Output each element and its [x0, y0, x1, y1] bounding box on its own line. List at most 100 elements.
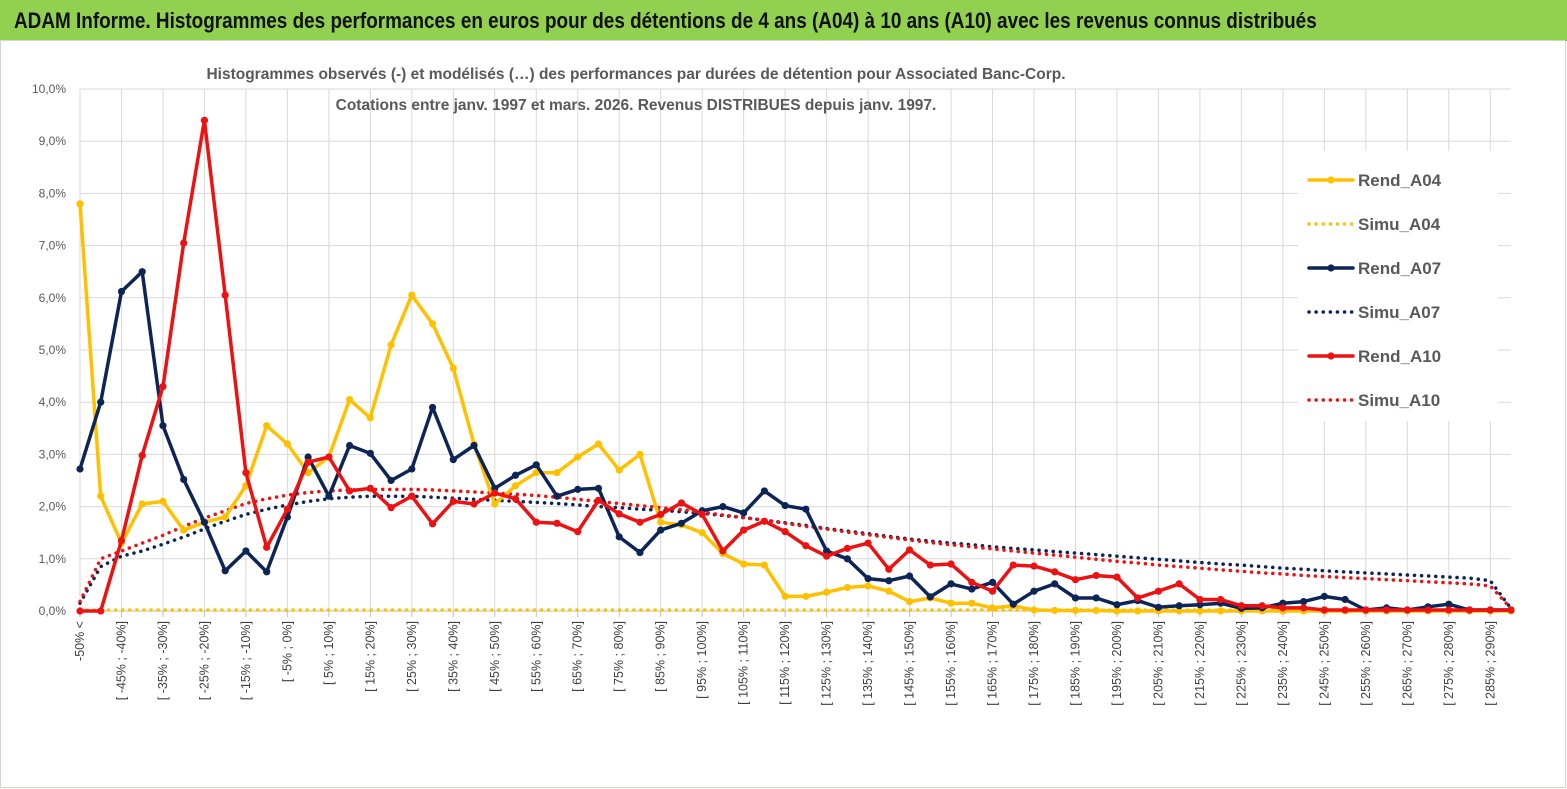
y-tick-label: 6,0%	[39, 291, 67, 305]
data-point-rend-a07	[1320, 592, 1328, 600]
data-point-rend-a10	[1279, 604, 1287, 612]
x-tick-label: [ 285% ; 290%]	[1483, 621, 1497, 706]
data-point-rend-a10	[511, 495, 520, 503]
data-point-rend-a10	[304, 458, 312, 466]
data-point-rend-a04	[180, 526, 188, 534]
x-tick-label: [ 75% ; 80%]	[612, 621, 626, 692]
x-tick-label: [ 125% ; 130%]	[820, 621, 834, 706]
data-point-rend-a10	[1134, 594, 1142, 602]
data-point-rend-a10	[802, 542, 810, 550]
data-point-rend-a10	[1092, 571, 1100, 580]
data-point-rend-a07	[1092, 594, 1100, 602]
y-tick-label: 0,0%	[39, 604, 67, 618]
data-point-rend-a07	[325, 492, 333, 500]
performance-histogram-chart: 0,0% 1,0% 2,0% 3,0% 4,0% 5,0% 6,0% 7,0% 8,0% 9,0%…	[32, 66, 1515, 706]
data-point-rend-a07	[657, 526, 665, 534]
x-tick-label: [ 65% ; 70%]	[571, 621, 585, 692]
data-point-rend-a10	[346, 487, 354, 495]
data-point-rend-a10	[1175, 580, 1183, 588]
data-point-rend-a07	[615, 533, 623, 541]
data-point-rend-a10	[1071, 576, 1080, 584]
data-point-rend-a10	[221, 291, 229, 299]
data-point-rend-a07	[636, 548, 644, 557]
data-point-rend-a10	[449, 497, 457, 505]
data-point-rend-a10	[968, 578, 976, 586]
data-point-rend-a10	[470, 500, 478, 508]
data-point-rend-a10	[760, 517, 768, 525]
data-point-rend-a07	[470, 441, 478, 450]
series-line-simu-a10	[78, 487, 1513, 611]
x-tick-label: [ -15% ; -10%]	[239, 621, 253, 700]
data-point-rend-a10	[719, 547, 727, 555]
y-tick-label: 8,0%	[39, 186, 67, 200]
data-point-rend-a07	[574, 485, 582, 493]
data-point-rend-a07	[677, 519, 686, 527]
data-point-rend-a07	[885, 577, 893, 585]
data-point-rend-a04	[449, 364, 457, 372]
x-tick-label: [ 235% ; 240%]	[1276, 621, 1290, 706]
data-point-rend-a07	[221, 567, 229, 575]
data-point-rend-a07	[428, 403, 437, 412]
data-point-rend-a10	[408, 492, 416, 500]
y-tick-label: 1,0%	[39, 552, 67, 566]
data-point-rend-a10	[117, 536, 126, 545]
data-point-rend-a04	[97, 492, 105, 500]
data-point-rend-a10	[657, 510, 665, 519]
legend: Rend_A04 Simu_A04 Rend_A07 Simu_A07 Rend_A10…	[1298, 151, 1498, 421]
data-point-rend-a04	[864, 582, 872, 590]
data-point-rend-a10	[1237, 602, 1245, 610]
data-point-rend-a04	[1092, 606, 1100, 615]
data-point-rend-a10	[1403, 606, 1411, 614]
data-point-rend-a04	[366, 414, 374, 422]
x-tick-label: [ 205% ; 210%]	[1151, 621, 1165, 706]
data-point-rend-a10	[1300, 604, 1308, 612]
data-point-rend-a10	[1258, 602, 1266, 610]
data-point-rend-a10	[387, 504, 395, 512]
x-tick-label: [ 255% ; 260%]	[1359, 621, 1373, 706]
y-tick-label: 2,0%	[39, 500, 67, 514]
data-point-rend-a04	[553, 469, 561, 477]
data-point-rend-a07	[159, 422, 167, 430]
data-point-rend-a10	[97, 607, 105, 615]
x-tick-label: -50% <	[73, 621, 87, 661]
data-point-rend-a10	[1507, 606, 1515, 614]
data-point-rend-a10	[1486, 606, 1494, 614]
x-tick-label: [ 15% ; 20%]	[363, 621, 377, 692]
data-point-rend-a07	[719, 503, 727, 511]
data-point-rend-a07	[1051, 580, 1059, 588]
report-title: ADAM Informe. Histogrammes des performan…	[14, 8, 1317, 33]
x-tick-label: [ 225% ; 230%]	[1234, 621, 1248, 706]
x-tick-label: [ 135% ; 140%]	[861, 621, 875, 706]
data-point-rend-a04	[802, 592, 810, 600]
x-tick-label: [ 55% ; 60%]	[529, 621, 543, 692]
data-point-rend-a10	[636, 518, 644, 526]
data-point-rend-a10	[138, 451, 146, 460]
legend-label: Rend_A07	[1358, 259, 1441, 278]
data-point-rend-a10	[1113, 573, 1121, 581]
data-point-rend-a04	[263, 422, 271, 430]
legend-marker	[1327, 352, 1335, 360]
data-point-rend-a10	[594, 496, 603, 504]
data-point-rend-a07	[97, 398, 105, 406]
x-tick-label: [ 5% ; 10%]	[322, 621, 336, 685]
x-tick-label: [ 245% ; 250%]	[1317, 621, 1331, 706]
data-point-rend-a10	[1362, 606, 1370, 614]
data-point-rend-a04	[574, 453, 582, 461]
chart-area: 0,0% 1,0% 2,0% 3,0% 4,0% 5,0% 6,0% 7,0% 8,0% 9,0%…	[0, 40, 1566, 788]
data-point-rend-a07	[1341, 595, 1349, 604]
legend-box	[1298, 151, 1498, 421]
legend-label: Simu_A10	[1358, 391, 1440, 410]
data-point-rend-a10	[947, 560, 955, 568]
grid-layer	[79, 88, 1511, 612]
series-line-simu-a07	[78, 494, 1513, 611]
series-layer	[76, 116, 1515, 615]
legend-marker	[1327, 176, 1335, 184]
data-point-rend-a07	[200, 518, 209, 526]
data-point-rend-a07	[1445, 600, 1453, 608]
data-point-rend-a10	[574, 528, 582, 536]
data-point-rend-a10	[1196, 595, 1204, 604]
y-tick-label: 3,0%	[39, 447, 67, 461]
data-point-rend-a07	[947, 580, 955, 588]
data-point-rend-a07	[926, 593, 934, 601]
data-point-rend-a10	[864, 539, 872, 547]
